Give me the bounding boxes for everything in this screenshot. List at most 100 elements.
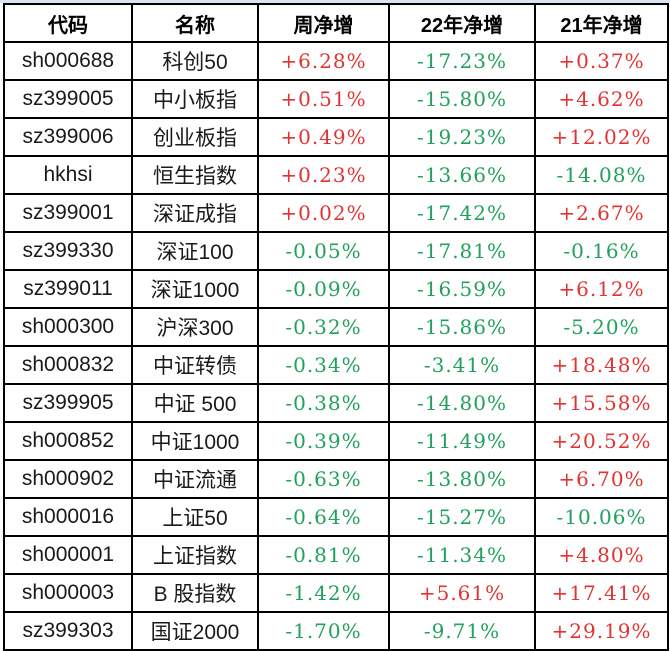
index-name-cell: 创业板指 xyxy=(131,117,259,157)
week-change-cell: +0.51% xyxy=(257,79,390,119)
index-code-cell: sh000832 xyxy=(3,345,133,385)
table-row: sz399001 深证成指 +0.02% -17.42% +2.67% xyxy=(3,193,669,233)
col-header-2022-change: 22年净增 xyxy=(388,3,536,43)
index-name-cell: 科创50 xyxy=(131,41,259,81)
change-2021-cell: +12.02% xyxy=(534,117,669,157)
week-change-cell: -0.63% xyxy=(257,459,390,499)
index-name-cell: 上证50 xyxy=(131,497,259,537)
index-code-cell: sz399011 xyxy=(3,269,133,309)
index-code-cell: sz399005 xyxy=(3,79,133,119)
change-2021-cell: +15.58% xyxy=(534,383,669,423)
index-code-cell: sz399330 xyxy=(3,231,133,271)
index-name-cell: 中证 500 xyxy=(131,383,259,423)
index-name-cell: 恒生指数 xyxy=(131,155,259,195)
change-2022-cell: -13.66% xyxy=(388,155,536,195)
change-2021-cell: +4.62% xyxy=(534,79,669,119)
index-code-cell: sh000003 xyxy=(3,573,133,613)
table-row: sh000001 上证指数 -0.81% -11.34% +4.80% xyxy=(3,535,669,575)
index-code-cell: sz399001 xyxy=(3,193,133,233)
change-2021-cell: +18.48% xyxy=(534,345,669,385)
index-name-cell: 国证2000 xyxy=(131,611,259,651)
header-row: 代码 名称 周净增 22年净增 21年净增 xyxy=(3,3,669,43)
change-2022-cell: -19.23% xyxy=(388,117,536,157)
change-2021-cell: +29.19% xyxy=(534,611,669,651)
week-change-cell: -1.42% xyxy=(257,573,390,613)
index-code-cell: hkhsi xyxy=(3,155,133,195)
week-change-cell: -0.39% xyxy=(257,421,390,461)
change-2022-cell: -11.49% xyxy=(388,421,536,461)
change-2022-cell: -17.42% xyxy=(388,193,536,233)
change-2022-cell: -16.59% xyxy=(388,269,536,309)
index-code-cell: sh000300 xyxy=(3,307,133,347)
table-row: sh000688 科创50 +6.28% -17.23% +0.37% xyxy=(3,41,669,81)
change-2022-cell: -15.86% xyxy=(388,307,536,347)
index-name-cell: 上证指数 xyxy=(131,535,259,575)
change-2022-cell: -14.80% xyxy=(388,383,536,423)
change-2021-cell: +2.67% xyxy=(534,193,669,233)
index-name-cell: 深证100 xyxy=(131,231,259,271)
index-code-cell: sz399303 xyxy=(3,611,133,651)
week-change-cell: -0.05% xyxy=(257,231,390,271)
index-code-cell: sz399006 xyxy=(3,117,133,157)
index-code-cell: sh000001 xyxy=(3,535,133,575)
table-row: sz399011 深证1000 -0.09% -16.59% +6.12% xyxy=(3,269,669,309)
col-header-code: 代码 xyxy=(3,3,133,43)
table-body: sh000688 科创50 +6.28% -17.23% +0.37% sz39… xyxy=(3,41,669,651)
index-code-cell: sz399905 xyxy=(3,383,133,423)
col-header-2021-change: 21年净增 xyxy=(534,3,669,43)
table-row: sh000832 中证转债 -0.34% -3.41% +18.48% xyxy=(3,345,669,385)
change-2022-cell: -9.71% xyxy=(388,611,536,651)
change-2022-cell: -11.34% xyxy=(388,535,536,575)
change-2021-cell: -5.20% xyxy=(534,307,669,347)
table-row: sh000300 沪深300 -0.32% -15.86% -5.20% xyxy=(3,307,669,347)
table-row: sz399303 国证2000 -1.70% -9.71% +29.19% xyxy=(3,611,669,651)
week-change-cell: -0.32% xyxy=(257,307,390,347)
table-row: hkhsi 恒生指数 +0.23% -13.66% -14.08% xyxy=(3,155,669,195)
change-2022-cell: -3.41% xyxy=(388,345,536,385)
change-2022-cell: -15.80% xyxy=(388,79,536,119)
index-performance-table: 代码 名称 周净增 22年净增 21年净增 sh000688 科创50 +6.2… xyxy=(3,3,669,651)
index-name-cell: B 股指数 xyxy=(131,573,259,613)
change-2021-cell: -10.06% xyxy=(534,497,669,537)
change-2021-cell: +6.70% xyxy=(534,459,669,499)
change-2021-cell: -14.08% xyxy=(534,155,669,195)
index-name-cell: 中证1000 xyxy=(131,421,259,461)
table-row: sh000902 中证流通 -0.63% -13.80% +6.70% xyxy=(3,459,669,499)
table-row: sz399330 深证100 -0.05% -17.81% -0.16% xyxy=(3,231,669,271)
spreadsheet-top-edge-strip xyxy=(0,0,670,3)
index-name-cell: 中证转债 xyxy=(131,345,259,385)
table-row: sz399005 中小板指 +0.51% -15.80% +4.62% xyxy=(3,79,669,119)
change-2022-cell: -17.23% xyxy=(388,41,536,81)
week-change-cell: -0.34% xyxy=(257,345,390,385)
table-row: sz399905 中证 500 -0.38% -14.80% +15.58% xyxy=(3,383,669,423)
change-2022-cell: -17.81% xyxy=(388,231,536,271)
change-2021-cell: -0.16% xyxy=(534,231,669,271)
week-change-cell: -0.09% xyxy=(257,269,390,309)
change-2021-cell: +20.52% xyxy=(534,421,669,461)
week-change-cell: -1.70% xyxy=(257,611,390,651)
change-2022-cell: -15.27% xyxy=(388,497,536,537)
week-change-cell: +0.23% xyxy=(257,155,390,195)
week-change-cell: +0.49% xyxy=(257,117,390,157)
col-header-week-change: 周净增 xyxy=(257,3,390,43)
index-code-cell: sh000688 xyxy=(3,41,133,81)
week-change-cell: +6.28% xyxy=(257,41,390,81)
table-row: sh000852 中证1000 -0.39% -11.49% +20.52% xyxy=(3,421,669,461)
change-2021-cell: +4.80% xyxy=(534,535,669,575)
change-2021-cell: +6.12% xyxy=(534,269,669,309)
index-name-cell: 中小板指 xyxy=(131,79,259,119)
index-name-cell: 沪深300 xyxy=(131,307,259,347)
col-header-name: 名称 xyxy=(131,3,259,43)
change-2022-cell: -13.80% xyxy=(388,459,536,499)
index-name-cell: 深证成指 xyxy=(131,193,259,233)
index-code-cell: sh000902 xyxy=(3,459,133,499)
index-code-cell: sh000016 xyxy=(3,497,133,537)
week-change-cell: -0.38% xyxy=(257,383,390,423)
table-row: sh000016 上证50 -0.64% -15.27% -10.06% xyxy=(3,497,669,537)
table-header: 代码 名称 周净增 22年净增 21年净增 xyxy=(3,3,669,43)
change-2022-cell: +5.61% xyxy=(388,573,536,613)
week-change-cell: -0.64% xyxy=(257,497,390,537)
index-name-cell: 中证流通 xyxy=(131,459,259,499)
index-code-cell: sh000852 xyxy=(3,421,133,461)
table-row: sz399006 创业板指 +0.49% -19.23% +12.02% xyxy=(3,117,669,157)
